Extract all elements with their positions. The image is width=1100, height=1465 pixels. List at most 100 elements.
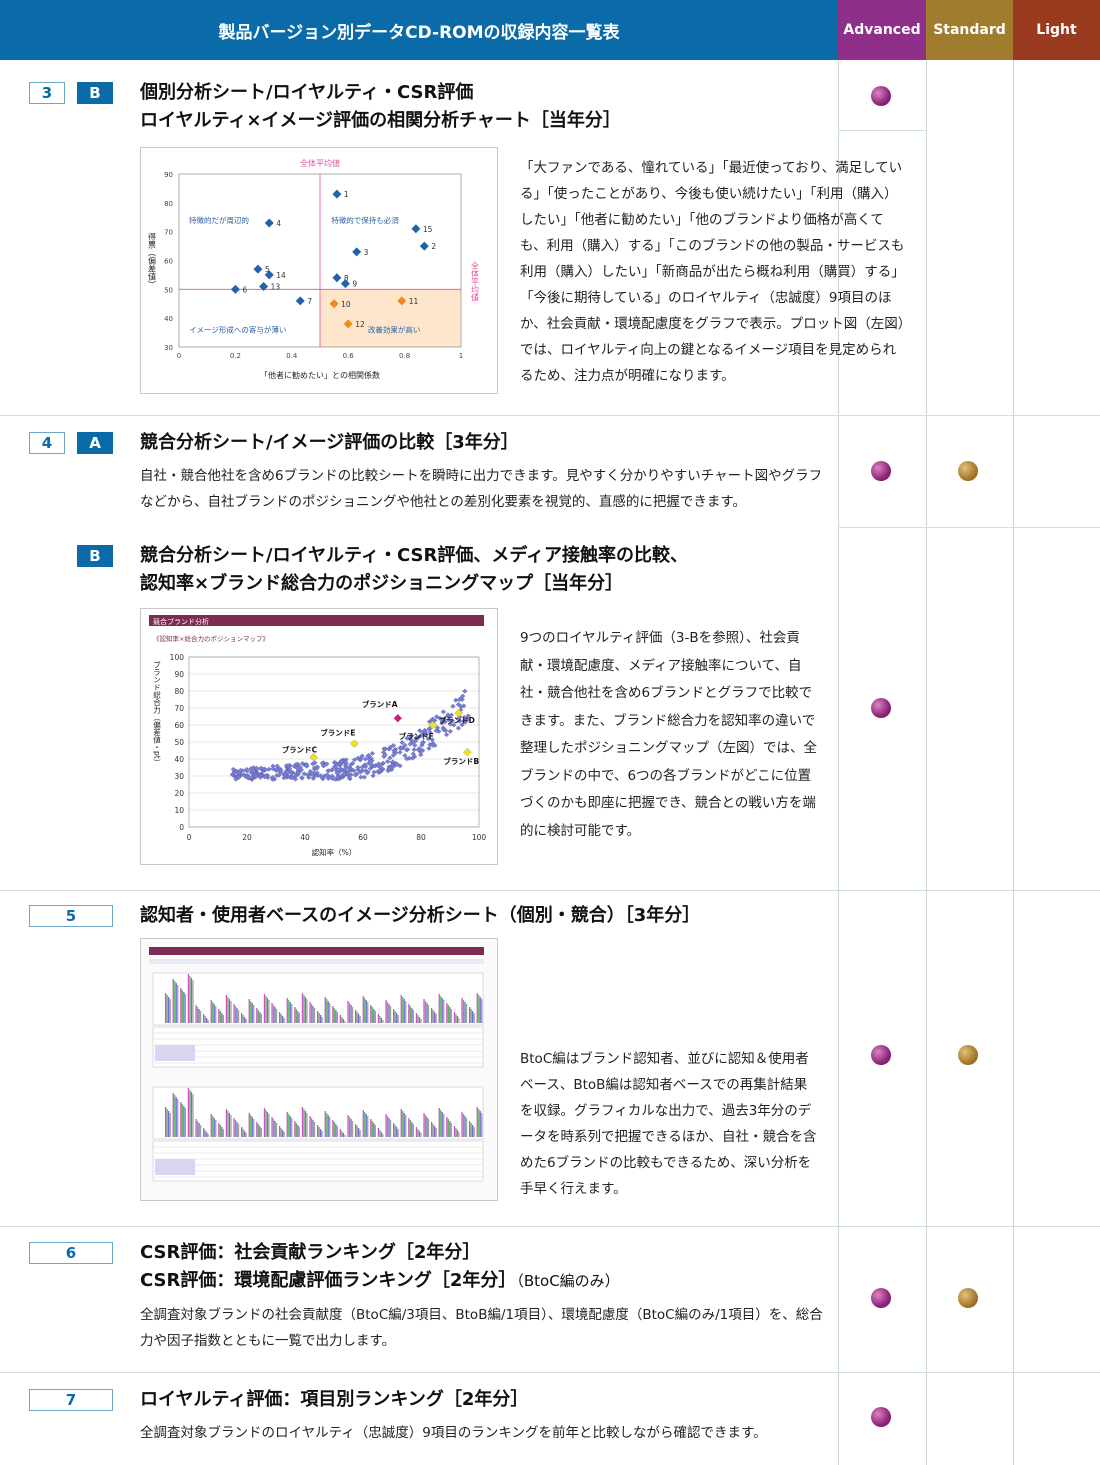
sheet-mini-bar [219, 1011, 221, 1023]
brand-scatter-point [376, 761, 382, 767]
sheet-mini-bar [440, 1110, 442, 1137]
brand-label: ブランドA [362, 699, 398, 709]
sheet-mini-bar [380, 1132, 383, 1137]
sheet-mini-bar [250, 1001, 252, 1023]
data-point [264, 270, 274, 280]
data-point-label: 10 [341, 300, 351, 309]
column-divider [1013, 60, 1014, 1465]
quadrant-label: 特徴的で保持も必須 [331, 215, 399, 225]
sheet-mini-bar [198, 1123, 200, 1137]
row-description: 全調査対象ブランドの社会貢献度（BtoC編/3項目、BtoB編/1項目）、環境配… [140, 1307, 823, 1349]
sheet-mini-bar [450, 1009, 452, 1023]
brand-scatter-point [460, 693, 466, 699]
x-tick-label: 40 [300, 833, 310, 842]
sheet-mini-bar [479, 997, 481, 1023]
y-tick-label: 30 [174, 772, 184, 781]
sheet-mini-bar [306, 1113, 308, 1137]
sheet-table-area [152, 1140, 484, 1182]
data-point [343, 319, 353, 329]
sheet-mini-bar [396, 1013, 398, 1023]
sheet-mini-bar [312, 1120, 314, 1137]
sheet-mini-bar [355, 1124, 357, 1137]
brand-scatter-point [419, 742, 425, 748]
brand-scatter-point [236, 774, 242, 780]
sheet-mini-bar [329, 1117, 331, 1137]
sheet-mini-bar [199, 1125, 202, 1137]
brand-scatter-point [419, 733, 425, 738]
brand-scatter-point [455, 716, 461, 722]
y-tick-label: 20 [174, 789, 184, 798]
sheet-mini-bar [456, 1016, 459, 1023]
sheet-mini-bar [424, 1001, 427, 1023]
quadrant-label: 特徴的だが周辺的 [189, 215, 249, 225]
sheet-mini-bar [432, 1010, 434, 1023]
brand-scatter-point [274, 763, 280, 769]
sheet-mini-bar [329, 1003, 331, 1023]
sheet-mini-bar [417, 1129, 419, 1137]
data-point [340, 279, 350, 289]
sheet-mini-bar [379, 1016, 381, 1023]
sheet-mini-bar [234, 1006, 237, 1023]
sheet-mini-bar [385, 1114, 387, 1137]
sheet-mini-bar [469, 1121, 471, 1137]
image-analysis-sheet-thumbnail [140, 938, 498, 1201]
included-advanced-dot [871, 698, 891, 718]
sheet-mini-bar [456, 1130, 459, 1137]
brand-scatter-point [301, 771, 307, 777]
brand-scatter-point [346, 768, 352, 774]
sheet-mini-bar [184, 994, 186, 1023]
brand-label: ブランドD [439, 715, 475, 725]
sheet-mini-bar [365, 1114, 367, 1137]
x-tick-label: 0.2 [230, 352, 241, 360]
brand-scatter-point [303, 762, 310, 767]
brand-scatter-point [391, 747, 397, 753]
title-line: CSR評価：社会貢献ランキング［2年分］ [140, 1242, 481, 1263]
x-tick-label: 80 [416, 833, 426, 842]
sheet-mini-bar [382, 1134, 384, 1137]
sheet-mini-bar [196, 1121, 199, 1137]
sheet-mini-bar [479, 1111, 481, 1137]
brand-scatter-point [367, 759, 373, 765]
brand-scatter-point [263, 767, 269, 773]
sheet-mini-bar [335, 1124, 337, 1137]
sheet-mini-bar [374, 1011, 376, 1023]
brand-scatter-point [450, 703, 456, 709]
brand-scatter-point [233, 776, 239, 782]
sheet-mini-bar [367, 1116, 369, 1137]
x-axis-label: 認知率（%） [312, 847, 357, 857]
brand-scatter-point [410, 751, 416, 757]
sheet-mini-bar [440, 996, 442, 1023]
sheet-mini-bar [431, 1122, 433, 1137]
sheet-mini-bar [234, 1120, 237, 1137]
sheet-mini-bar [265, 996, 267, 1023]
brand-scatter-point [449, 718, 456, 724]
sheet-mini-bar [263, 1108, 266, 1137]
y-tick-label: 30 [164, 344, 173, 352]
row-divider [0, 1226, 1100, 1227]
sheet-mini-bar [318, 1127, 320, 1137]
sheet-mini-bar [259, 1012, 261, 1023]
sheet-mini-bar [374, 1125, 376, 1137]
sheet-mini-bar [371, 1121, 373, 1137]
brand-marker [393, 713, 403, 723]
brand-scatter-point [343, 760, 349, 766]
sheet-mini-bar [236, 1122, 238, 1137]
sheet-mini-bar [212, 1002, 214, 1023]
row-divider [0, 890, 1100, 891]
sheet-mini-bar [470, 1123, 472, 1137]
brand-scatter-point [462, 688, 468, 694]
brand-scatter-point [461, 715, 467, 720]
sheet-mini-bar [190, 978, 193, 1023]
brand-scatter-point [386, 766, 392, 772]
brand-scatter-point [377, 768, 383, 773]
sheet-mini-bar [327, 1115, 329, 1137]
sheet-mini-bar [260, 1014, 262, 1023]
sheet-mini-bar [344, 1021, 346, 1023]
sheet-mini-bar [174, 1095, 176, 1137]
sheet-mini-bar [279, 1126, 281, 1137]
sheet-mini-bar [481, 999, 483, 1023]
brand-scatter-point [370, 773, 376, 779]
brand-scatter-point [355, 755, 361, 761]
sheet-mini-bar [426, 1117, 428, 1137]
sheet-mini-bar [465, 1118, 468, 1137]
